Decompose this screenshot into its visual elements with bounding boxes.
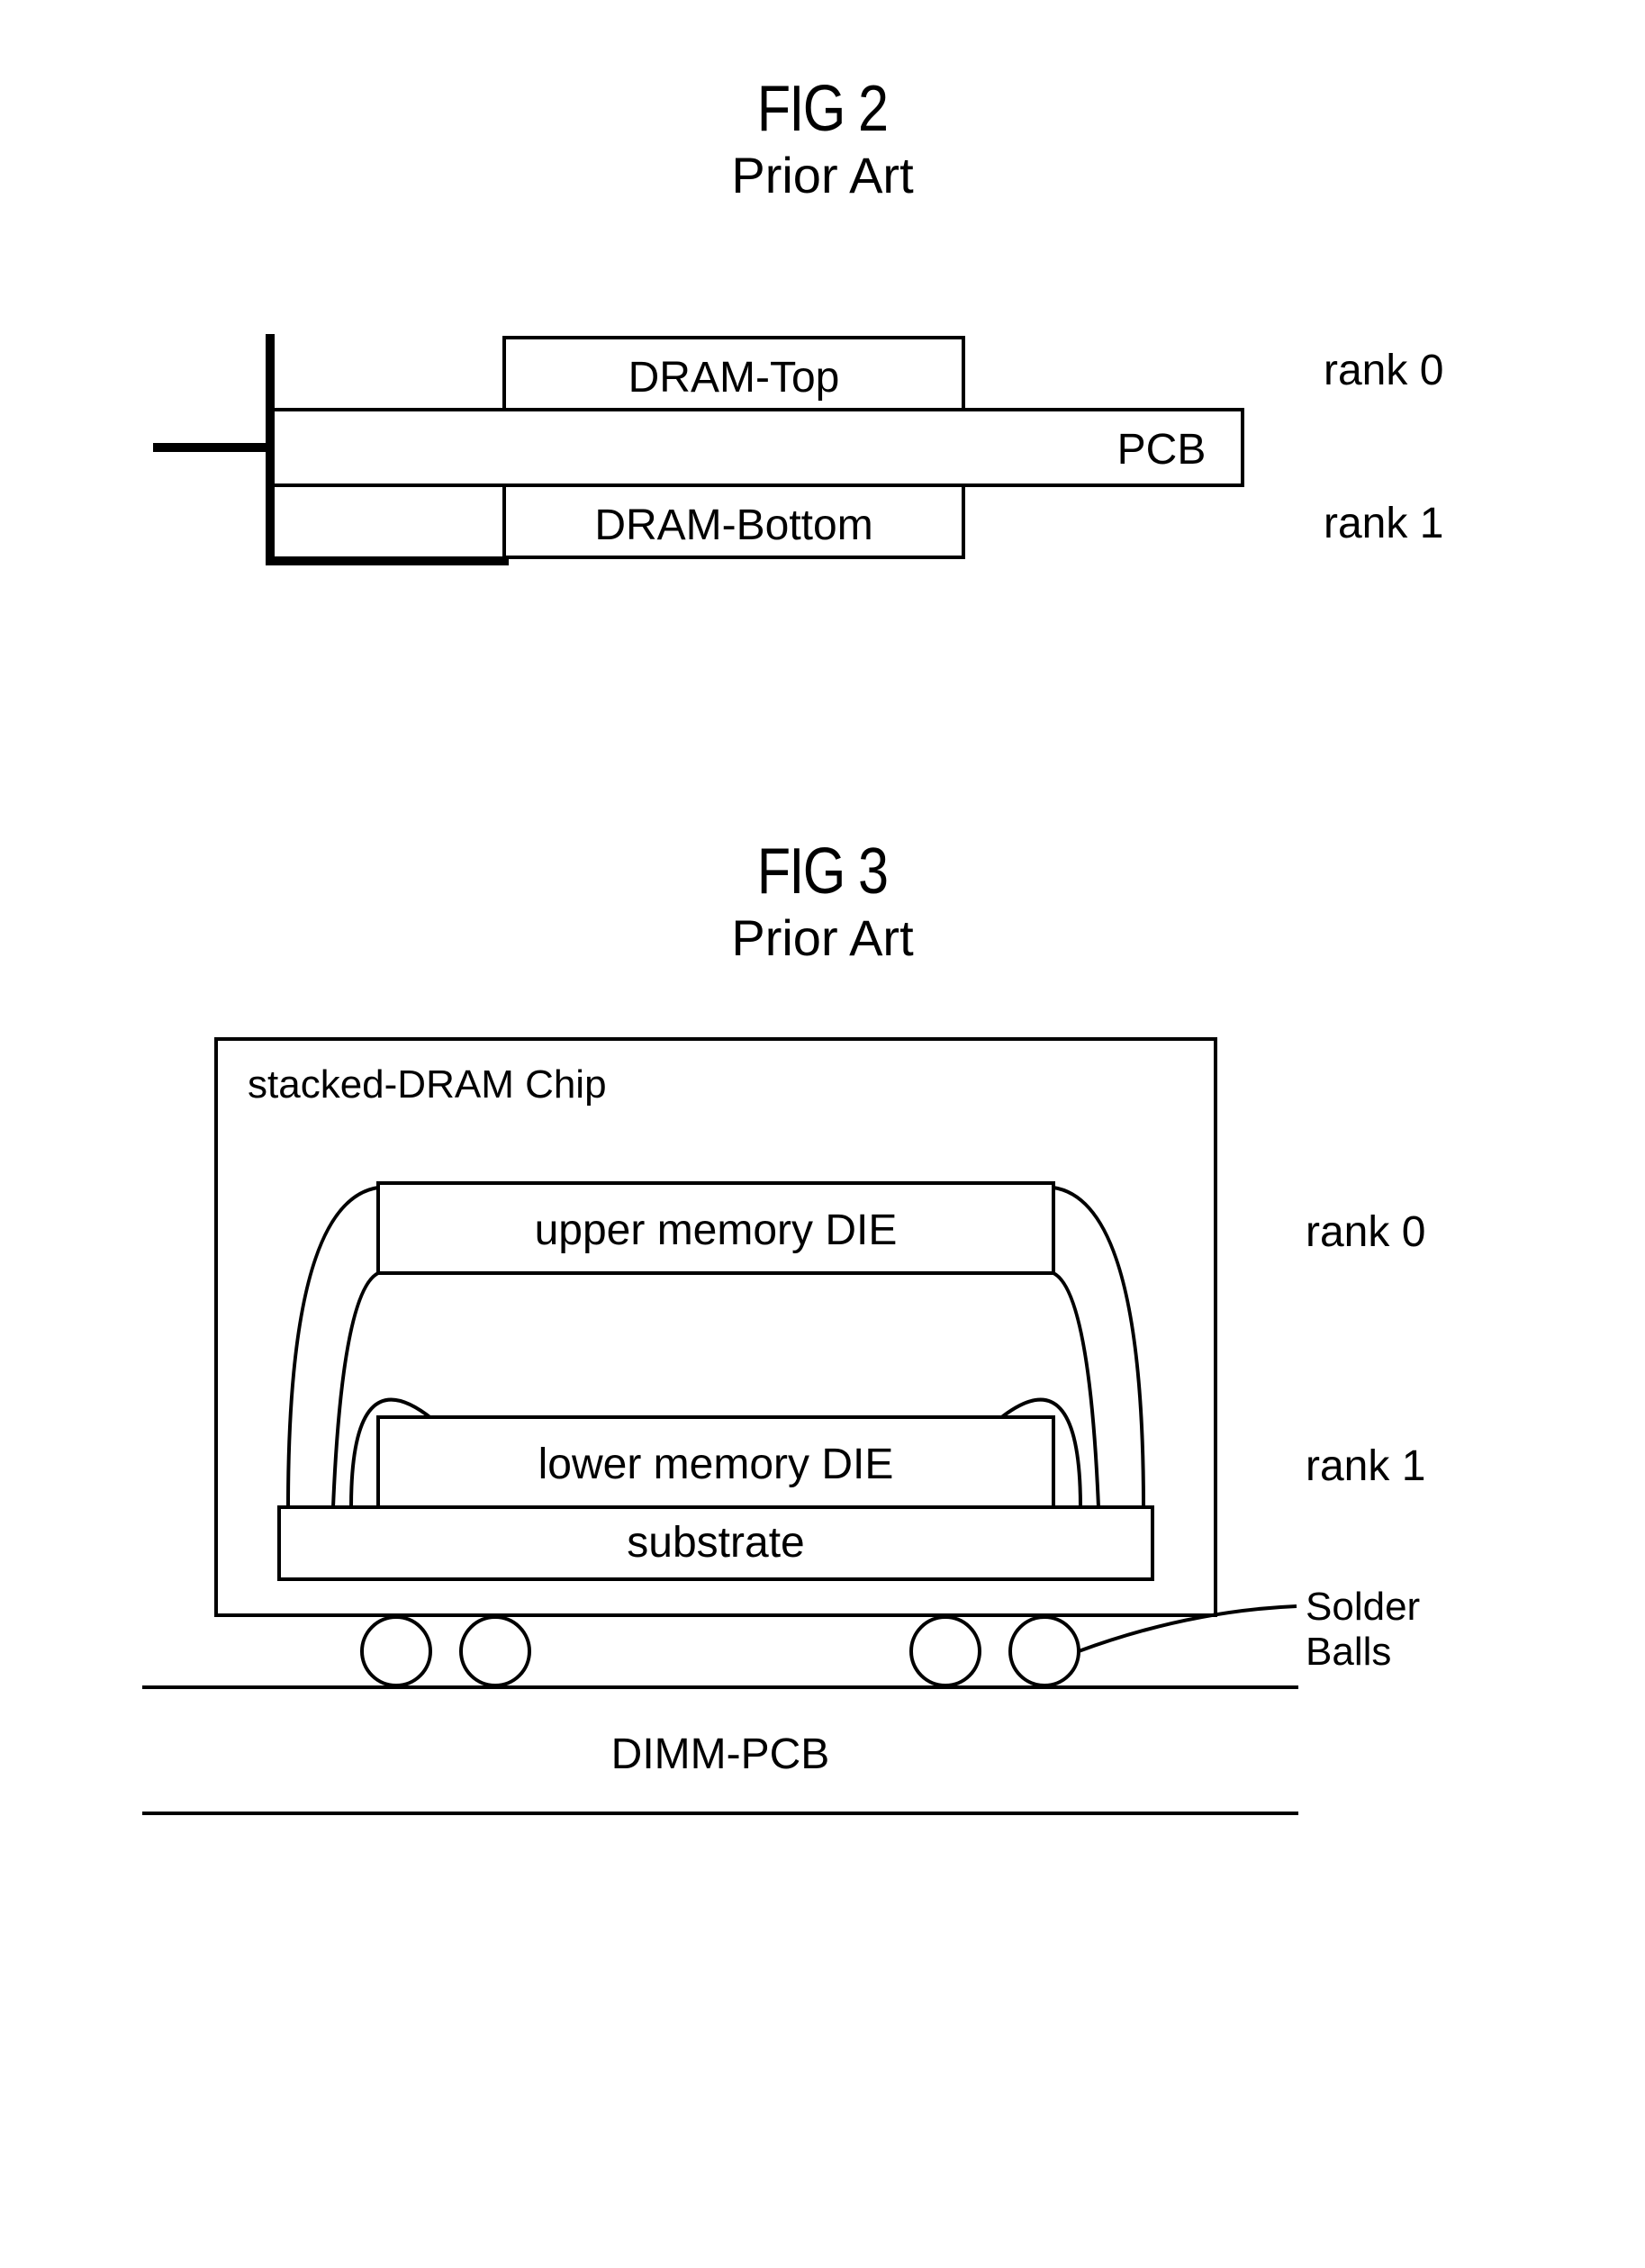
fig3-svg: stacked-DRAM Chip upper memory DIE lower…: [108, 1021, 1549, 1921]
fig3-substrate-label: substrate: [627, 1519, 804, 1567]
fig2-svg: DRAM-Top PCB DRAM-Bottom rank 0 rank 1: [108, 258, 1549, 637]
fig3-upper-die-label: upper memory DIE: [535, 1206, 898, 1254]
fig2-title-group: FIG 2 Prior Art: [108, 72, 1537, 204]
fig3-title: FIG 3: [108, 835, 1537, 908]
fig3-rank1-label: rank 1: [1306, 1442, 1425, 1490]
figure-3: FIG 3 Prior Art stacked-DRAM Chip upper …: [108, 835, 1537, 1921]
fig2-dram-top-label: DRAM-Top: [628, 354, 840, 402]
solder-ball-icon: [1010, 1617, 1079, 1685]
figure-separator: [108, 637, 1537, 835]
fig3-rank0-label: rank 0: [1306, 1208, 1425, 1256]
figure-2: FIG 2 Prior Art DRAM-Top PCB DRAM-Bottom…: [108, 72, 1537, 637]
solder-ball-icon: [461, 1617, 529, 1685]
solder-ball-icon: [911, 1617, 980, 1685]
fig2-pcb-box: [270, 410, 1243, 485]
solder-ball-icon: [362, 1617, 430, 1685]
fig2-title: FIG 2: [108, 72, 1537, 146]
fig2-dram-bottom-label: DRAM-Bottom: [594, 501, 872, 549]
fig3-stacked-label: stacked-DRAM Chip: [248, 1062, 607, 1107]
fig3-solder-label-1: Solder: [1306, 1585, 1420, 1629]
fig2-rank0-label: rank 0: [1324, 347, 1443, 394]
fig3-subtitle: Prior Art: [108, 908, 1537, 967]
fig3-dimm-label: DIMM-PCB: [611, 1730, 830, 1778]
fig2-pcb-label: PCB: [1117, 426, 1207, 474]
fig3-lower-die-label: lower memory DIE: [538, 1441, 894, 1488]
fig3-title-group: FIG 3 Prior Art: [108, 835, 1537, 967]
fig2-rank1-label: rank 1: [1324, 500, 1443, 547]
fig2-subtitle: Prior Art: [108, 146, 1537, 204]
fig3-solder-label-2: Balls: [1306, 1630, 1391, 1674]
